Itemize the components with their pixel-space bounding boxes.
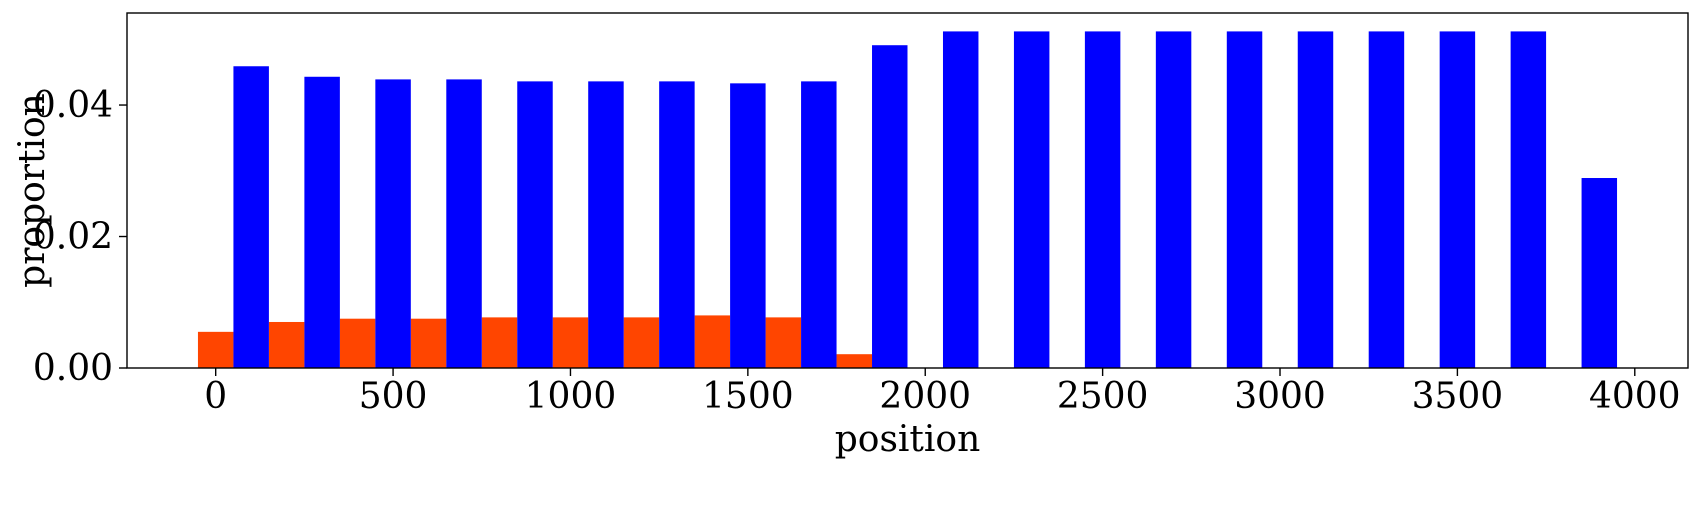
y-tick-label: 0.02 — [33, 217, 113, 258]
bar-series2-7 — [730, 83, 766, 368]
y-axis-ticks: 0.00 0.02 0.04 — [33, 85, 127, 389]
bar-series1-6 — [623, 317, 660, 368]
bar-series2-19 — [1581, 178, 1618, 368]
bar-series1-1 — [268, 321, 305, 368]
bar-series2-10 — [942, 31, 979, 368]
bar-series2-5 — [588, 81, 624, 369]
bar-series1-3 — [410, 318, 447, 368]
bar-series2-8 — [801, 81, 837, 369]
bar-series1-0 — [197, 331, 234, 368]
bar-series2-17 — [1439, 31, 1476, 368]
x-tick-label: 500 — [359, 376, 428, 417]
bar-series2-11 — [1013, 31, 1050, 368]
bar-series1-5 — [552, 317, 589, 368]
bars-layer — [197, 31, 1618, 369]
x-tick-label: 2000 — [879, 376, 971, 417]
bar-series1-9 — [836, 354, 873, 368]
x-tick-label: 3500 — [1412, 376, 1504, 417]
bar-series2-16 — [1368, 31, 1405, 368]
bar-series2-4 — [517, 81, 553, 369]
y-axis-title: proportion — [12, 93, 53, 288]
x-tick-label: 1000 — [525, 376, 617, 417]
bar-series2-3 — [446, 79, 482, 369]
y-tick-label: 0.04 — [33, 85, 113, 126]
bar-series2-2 — [375, 79, 411, 369]
bar-series2-1 — [304, 76, 340, 368]
x-axis-title: position — [835, 419, 981, 460]
bar-series2-6 — [659, 81, 695, 369]
bar-series1-4 — [481, 317, 518, 368]
plot-frame — [126, 12, 1689, 369]
x-tick-label: 1500 — [702, 376, 794, 417]
x-tick-label: 2500 — [1057, 376, 1149, 417]
x-tick-label: 0 — [204, 376, 227, 417]
bar-series2-9 — [872, 45, 908, 369]
bar-series1-2 — [339, 318, 376, 368]
bar-series1-7 — [694, 315, 731, 368]
bar-series2-18 — [1510, 31, 1547, 368]
x-tick-label: 4000 — [1589, 376, 1681, 417]
bar-series2-0 — [233, 66, 269, 368]
bar-series1-8 — [765, 317, 802, 368]
y-tick-label: 0.00 — [33, 348, 113, 389]
bar-series2-15 — [1297, 31, 1334, 368]
x-axis-ticks: 0 500 1000 1500 2000 2500 3000 3500 4000 — [204, 368, 1681, 417]
bar-series2-14 — [1226, 31, 1263, 368]
x-tick-label: 3000 — [1234, 376, 1326, 417]
bar-series2-13 — [1155, 31, 1192, 368]
bar-series2-12 — [1084, 31, 1121, 368]
